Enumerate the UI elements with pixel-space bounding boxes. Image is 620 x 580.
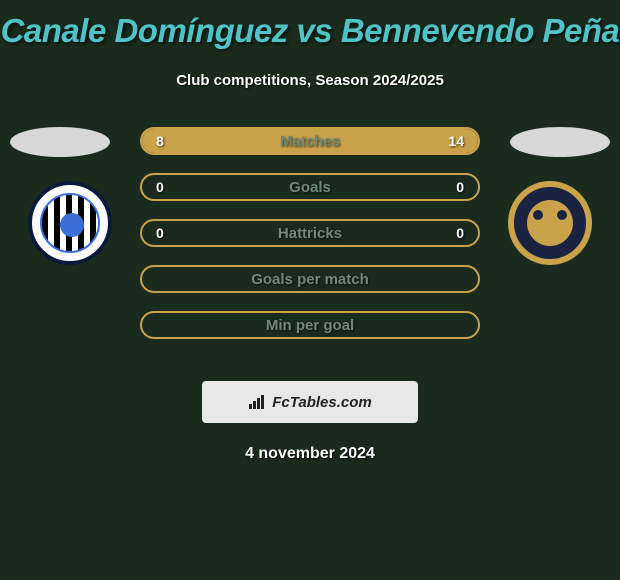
player-left-crest xyxy=(28,181,112,265)
page-title: Canale Domínguez vs Bennevendo Peña xyxy=(0,0,620,50)
stat-right-value: 14 xyxy=(448,133,464,149)
stat-right-value: 0 xyxy=(456,179,464,195)
stat-bars: 8 Matches 14 0 Goals 0 0 Hattricks 0 xyxy=(140,127,480,357)
pumas-crest-icon xyxy=(527,200,573,246)
player-left-flag xyxy=(10,127,110,157)
date-text: 4 november 2024 xyxy=(0,445,620,463)
stat-row-gpm: Goals per match xyxy=(140,265,480,293)
stat-row-goals: 0 Goals 0 xyxy=(140,173,480,201)
stat-label: Hattricks xyxy=(142,225,478,242)
comparison-main: 8 Matches 14 0 Goals 0 0 Hattricks 0 xyxy=(0,127,620,367)
stat-label: Goals per match xyxy=(142,271,478,288)
stat-row-matches: 8 Matches 14 xyxy=(140,127,480,155)
player-right-flag xyxy=(510,127,610,157)
brand-text: FcTables.com xyxy=(272,394,371,411)
comparison-card: Canale Domínguez vs Bennevendo Peña Club… xyxy=(0,0,620,580)
stat-label: Min per goal xyxy=(142,317,478,334)
stat-right-value: 0 xyxy=(456,225,464,241)
bar-chart-icon xyxy=(248,394,268,410)
stat-label: Goals xyxy=(142,179,478,196)
subtitle: Club competitions, Season 2024/2025 xyxy=(0,72,620,89)
stat-row-hattricks: 0 Hattricks 0 xyxy=(140,219,480,247)
stat-label: Matches xyxy=(142,133,478,150)
queretaro-crest-icon xyxy=(40,193,100,253)
player-right-crest xyxy=(508,181,592,265)
stat-row-mpg: Min per goal xyxy=(140,311,480,339)
brand-badge: FcTables.com xyxy=(202,381,418,423)
